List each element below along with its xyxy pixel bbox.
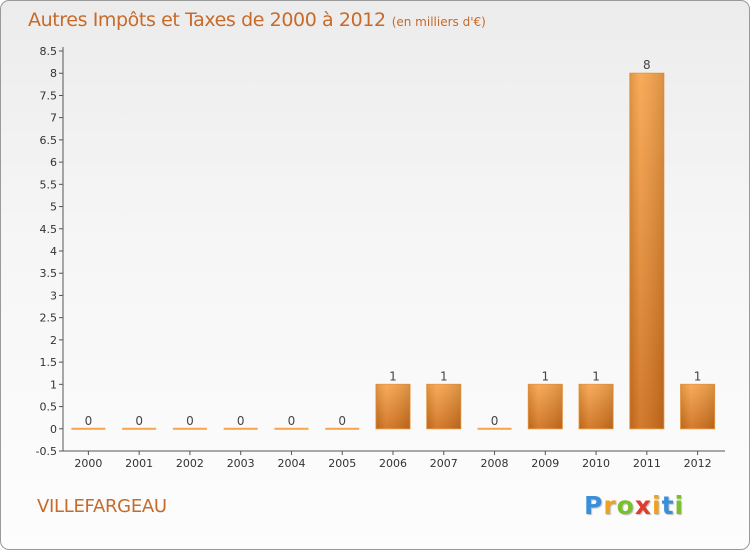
y-tick-label: 5 <box>50 201 57 214</box>
data-label-2003: 0 <box>237 414 245 428</box>
logo-letter: r <box>603 491 617 520</box>
x-tick-label: 2007 <box>430 457 458 470</box>
data-label-2005: 0 <box>338 414 346 428</box>
proxiti-logo[interactable]: Proxiti <box>584 491 684 520</box>
x-tick-label: 2010 <box>582 457 610 470</box>
data-label-2008: 0 <box>491 414 499 428</box>
logo-letter: x <box>634 491 652 520</box>
x-tick-label: 2009 <box>531 457 559 470</box>
bar-2001[interactable] <box>122 427 157 430</box>
logo-letter: o <box>616 491 635 520</box>
y-tick-label: 6 <box>50 156 57 169</box>
data-label-2009: 1 <box>541 369 549 383</box>
bar-2005[interactable] <box>325 427 360 430</box>
data-label-2011: 8 <box>643 58 651 72</box>
bar-shade-2007 <box>426 384 461 429</box>
logo-letter: i <box>674 491 685 520</box>
y-tick-label: 1.5 <box>40 356 58 369</box>
y-tick-label: 1 <box>50 378 57 391</box>
logo-letter: t <box>661 491 675 520</box>
data-label-2004: 0 <box>288 414 296 428</box>
y-tick-label: 6.5 <box>40 134 58 147</box>
chart-bars: 0 0 0 0 0 0 1 1 0 1 1 8 1 <box>71 58 716 430</box>
data-label-2006: 1 <box>389 369 397 383</box>
logo-letter: P <box>584 491 604 520</box>
y-tick-label: 4.5 <box>40 223 58 236</box>
chart-title-main: Autres Impôts et Taxes de 2000 à 2012 <box>28 9 386 31</box>
y-tick-label: 2.5 <box>40 312 58 325</box>
x-tick-label: 2003 <box>227 457 255 470</box>
chart-axes: -0.5 0 0.5 1 1.5 2 2.5 3 3.5 4 4.5 5 5.5 6 6.5 7 7.5 8 8.5… <box>36 45 725 470</box>
y-tick-label: 7 <box>50 112 57 125</box>
y-tick-label: -0.5 <box>36 445 57 458</box>
bar-2002[interactable] <box>172 427 207 430</box>
x-tick-label: 2011 <box>633 457 661 470</box>
bar-shade-2009 <box>528 384 563 429</box>
x-tick-label: 2006 <box>379 457 407 470</box>
data-label-2002: 0 <box>186 414 194 428</box>
y-tick-label: 8.5 <box>40 45 58 58</box>
y-tick-label: 0.5 <box>40 401 58 414</box>
bar-2003[interactable] <box>223 427 258 430</box>
bar-2004[interactable] <box>274 427 309 430</box>
y-tick-label: 0 <box>50 423 57 436</box>
y-tick-label: 2 <box>50 334 57 347</box>
y-tick-label: 4 <box>50 245 57 258</box>
x-tick-label: 2012 <box>684 457 712 470</box>
logo-letter: i <box>652 491 662 520</box>
y-tick-label: 3 <box>50 289 57 302</box>
y-tick-label: 5.5 <box>40 178 58 191</box>
data-label-2000: 0 <box>85 414 93 428</box>
bar-shade-2010 <box>579 384 614 429</box>
commune-name: VILLEFARGEAU <box>37 496 167 517</box>
x-tick-label: 2004 <box>277 457 305 470</box>
bar-2008[interactable] <box>477 427 512 430</box>
bar-shade-2006 <box>376 384 410 429</box>
data-label-2001: 0 <box>135 414 143 428</box>
data-label-2012: 1 <box>694 369 702 383</box>
data-label-2007: 1 <box>440 369 448 383</box>
x-tick-label: 2008 <box>481 457 509 470</box>
bar-2000[interactable] <box>71 427 106 430</box>
bar-shade-2012 <box>680 384 715 429</box>
chart-title: Autres Impôts et Taxes de 2000 à 2012 (en… <box>28 9 486 31</box>
y-tick-label: 3.5 <box>40 267 58 280</box>
data-label-2010: 1 <box>592 369 600 383</box>
x-tick-label: 2000 <box>74 457 102 470</box>
bar-shade-2011 <box>629 73 664 429</box>
x-tick-label: 2005 <box>328 457 356 470</box>
x-tick-label: 2002 <box>176 457 204 470</box>
chart-title-unit: (en milliers d'€) <box>391 15 486 29</box>
x-tick-label: 2001 <box>125 457 153 470</box>
y-tick-label: 7.5 <box>40 89 58 102</box>
y-tick-label: 8 <box>50 67 57 80</box>
